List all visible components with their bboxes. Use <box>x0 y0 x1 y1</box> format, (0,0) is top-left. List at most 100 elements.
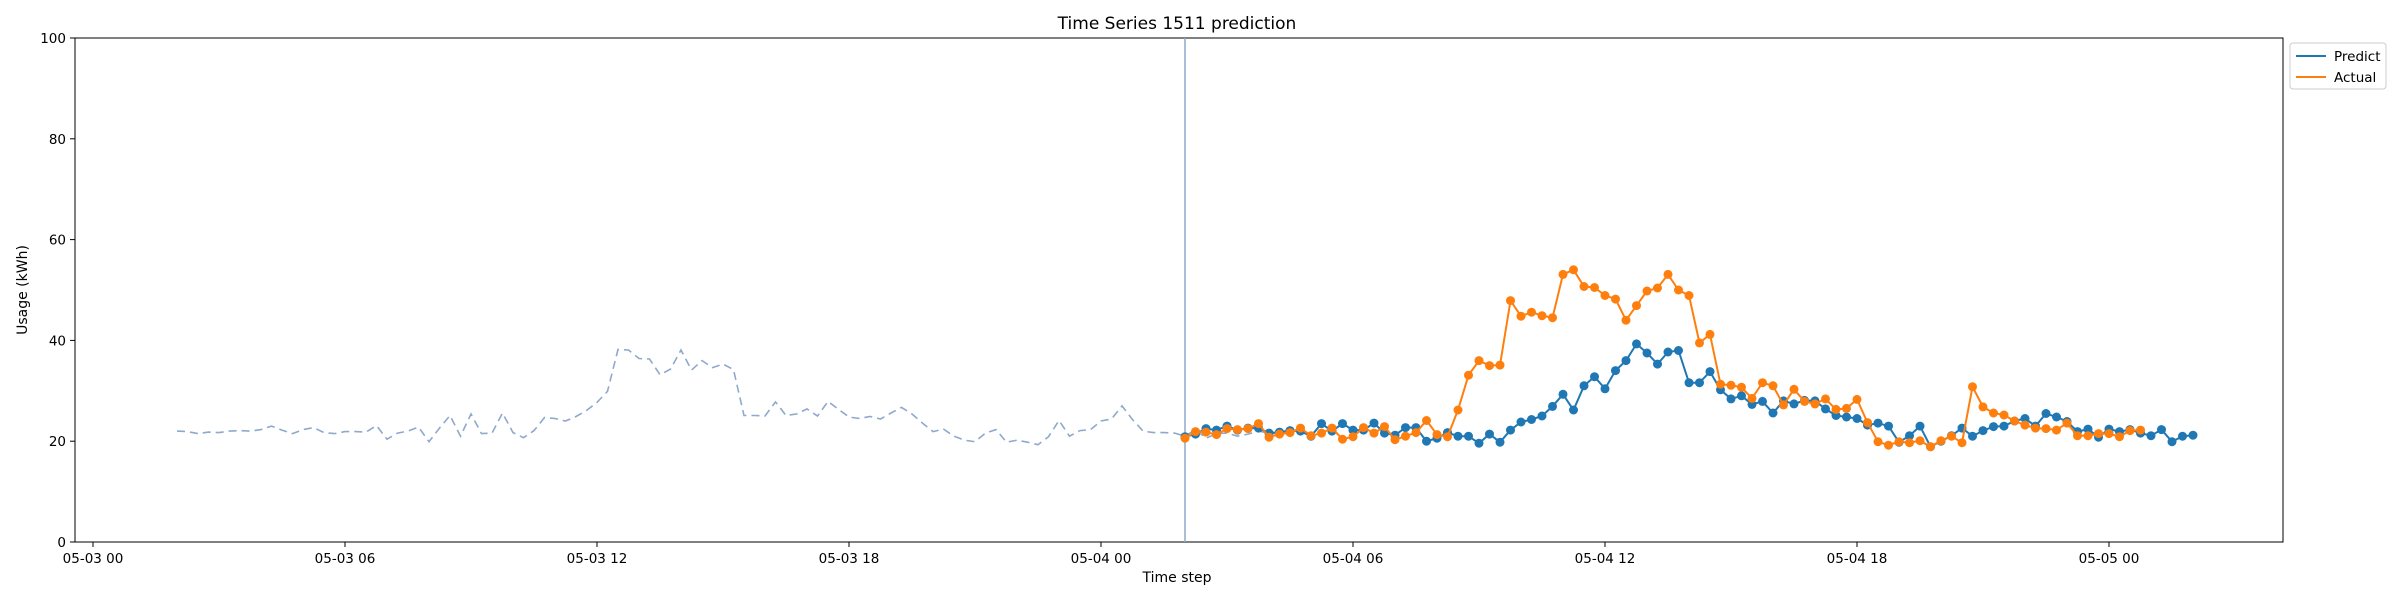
actual-point <box>1684 291 1694 300</box>
actual-point <box>1495 360 1505 370</box>
actual-point <box>1926 442 1935 452</box>
actual-point <box>2094 429 2103 439</box>
y-tick-label: 20 <box>49 434 66 450</box>
actual-point <box>1380 422 1389 432</box>
predict-point <box>1705 367 1715 377</box>
predict-point <box>1537 411 1547 421</box>
predict-point <box>1590 372 1599 382</box>
history-line <box>176 348 1280 446</box>
actual-point <box>2115 432 2124 442</box>
actual-point <box>1422 416 1431 425</box>
actual-point <box>1506 296 1515 306</box>
actual-point <box>1716 379 1725 389</box>
axes-frame <box>74 37 2284 543</box>
actual-point <box>1726 380 1736 390</box>
predict-point <box>1852 414 1862 423</box>
x-axis-label: Time step <box>1142 570 1212 586</box>
x-tick-label: 05-03 06 <box>315 551 376 567</box>
actual-point <box>1747 393 1757 403</box>
actual-point <box>1569 265 1578 275</box>
predict-point <box>1474 438 1484 448</box>
predict-point <box>1905 431 1914 441</box>
predict-point <box>1569 405 1578 415</box>
predict-point <box>1527 415 1536 424</box>
actual-point <box>1369 428 1379 438</box>
actual-point <box>1768 381 1778 391</box>
predict-point <box>1726 394 1736 404</box>
predict-point <box>2188 430 2198 440</box>
actual-point <box>1254 419 1263 429</box>
actual-point <box>1663 269 1673 279</box>
legend-predict-label: Predict <box>2334 49 2381 65</box>
actual-point <box>1317 428 1326 438</box>
actual-point <box>1947 431 1956 441</box>
actual-point <box>1443 432 1452 442</box>
actual-point <box>2125 426 2135 436</box>
predict-point <box>1653 359 1662 369</box>
actual-point <box>1338 434 1347 444</box>
predict-point <box>1642 348 1652 358</box>
predict-point <box>1506 425 1515 435</box>
actual-point <box>1989 408 1998 418</box>
predict-point <box>1884 421 1893 431</box>
actual-point <box>1705 329 1715 339</box>
predict-point <box>2157 425 2166 435</box>
actual-point <box>1527 307 1536 317</box>
actual-point <box>1348 432 1358 442</box>
predict-point <box>1485 429 1494 439</box>
predict-point <box>1600 384 1610 394</box>
actual-point <box>1306 431 1316 441</box>
actual-point <box>1516 311 1526 321</box>
x-tick-label: 05-04 18 <box>1827 551 1888 567</box>
predict-point <box>2083 424 2093 434</box>
predict-point <box>1684 378 1694 388</box>
y-axis-label: Usage (kWh) <box>15 245 31 335</box>
predict-point <box>1978 426 1988 436</box>
actual-point <box>1474 356 1484 366</box>
predict-point <box>1621 356 1631 366</box>
actual-point <box>1453 405 1463 415</box>
legend-actual-label: Actual <box>2334 70 2376 86</box>
predict-point <box>1611 366 1620 376</box>
predict-point <box>1758 396 1767 406</box>
predict-point <box>1453 431 1463 441</box>
actual-point <box>1653 283 1662 293</box>
predict-point <box>1768 408 1778 418</box>
actual-point <box>1558 269 1568 279</box>
actual-point <box>1285 428 1295 438</box>
actual-point <box>1873 437 1883 447</box>
actual-point <box>1390 435 1400 445</box>
actual-point <box>1779 400 1788 410</box>
predict-point <box>2167 437 2177 447</box>
actual-point <box>1411 428 1421 438</box>
actual-point <box>1978 402 1988 412</box>
predict-point <box>1338 419 1347 429</box>
actual-point <box>1579 282 1589 291</box>
predict-point <box>1674 346 1683 355</box>
actual-point <box>1863 418 1872 428</box>
actual-point <box>1327 423 1337 433</box>
x-tick-label: 05-04 12 <box>1575 551 1636 567</box>
actual-point <box>1831 404 1841 414</box>
actual-point <box>1905 438 1914 448</box>
y-tick-label: 80 <box>49 132 66 148</box>
predict-point <box>1999 421 2009 431</box>
actual-point <box>1537 311 1547 321</box>
predict-point <box>1873 418 1883 428</box>
legend: Predict Actual <box>2289 42 2387 90</box>
actual-point <box>1968 382 1977 392</box>
predict-point <box>1632 339 1641 349</box>
actual-point <box>2073 431 2082 441</box>
actual-point <box>1243 424 1253 434</box>
actual-point <box>1852 394 1862 404</box>
predict-point <box>2178 431 2187 441</box>
actual-point <box>1548 313 1557 323</box>
actual-point <box>2104 429 2114 439</box>
predict-point <box>1737 391 1746 401</box>
actual-point <box>1180 433 1190 443</box>
x-tick-label: 05-05 00 <box>2079 551 2140 567</box>
x-tick-label: 05-04 06 <box>1323 551 1384 567</box>
actual-point <box>1810 399 1820 409</box>
